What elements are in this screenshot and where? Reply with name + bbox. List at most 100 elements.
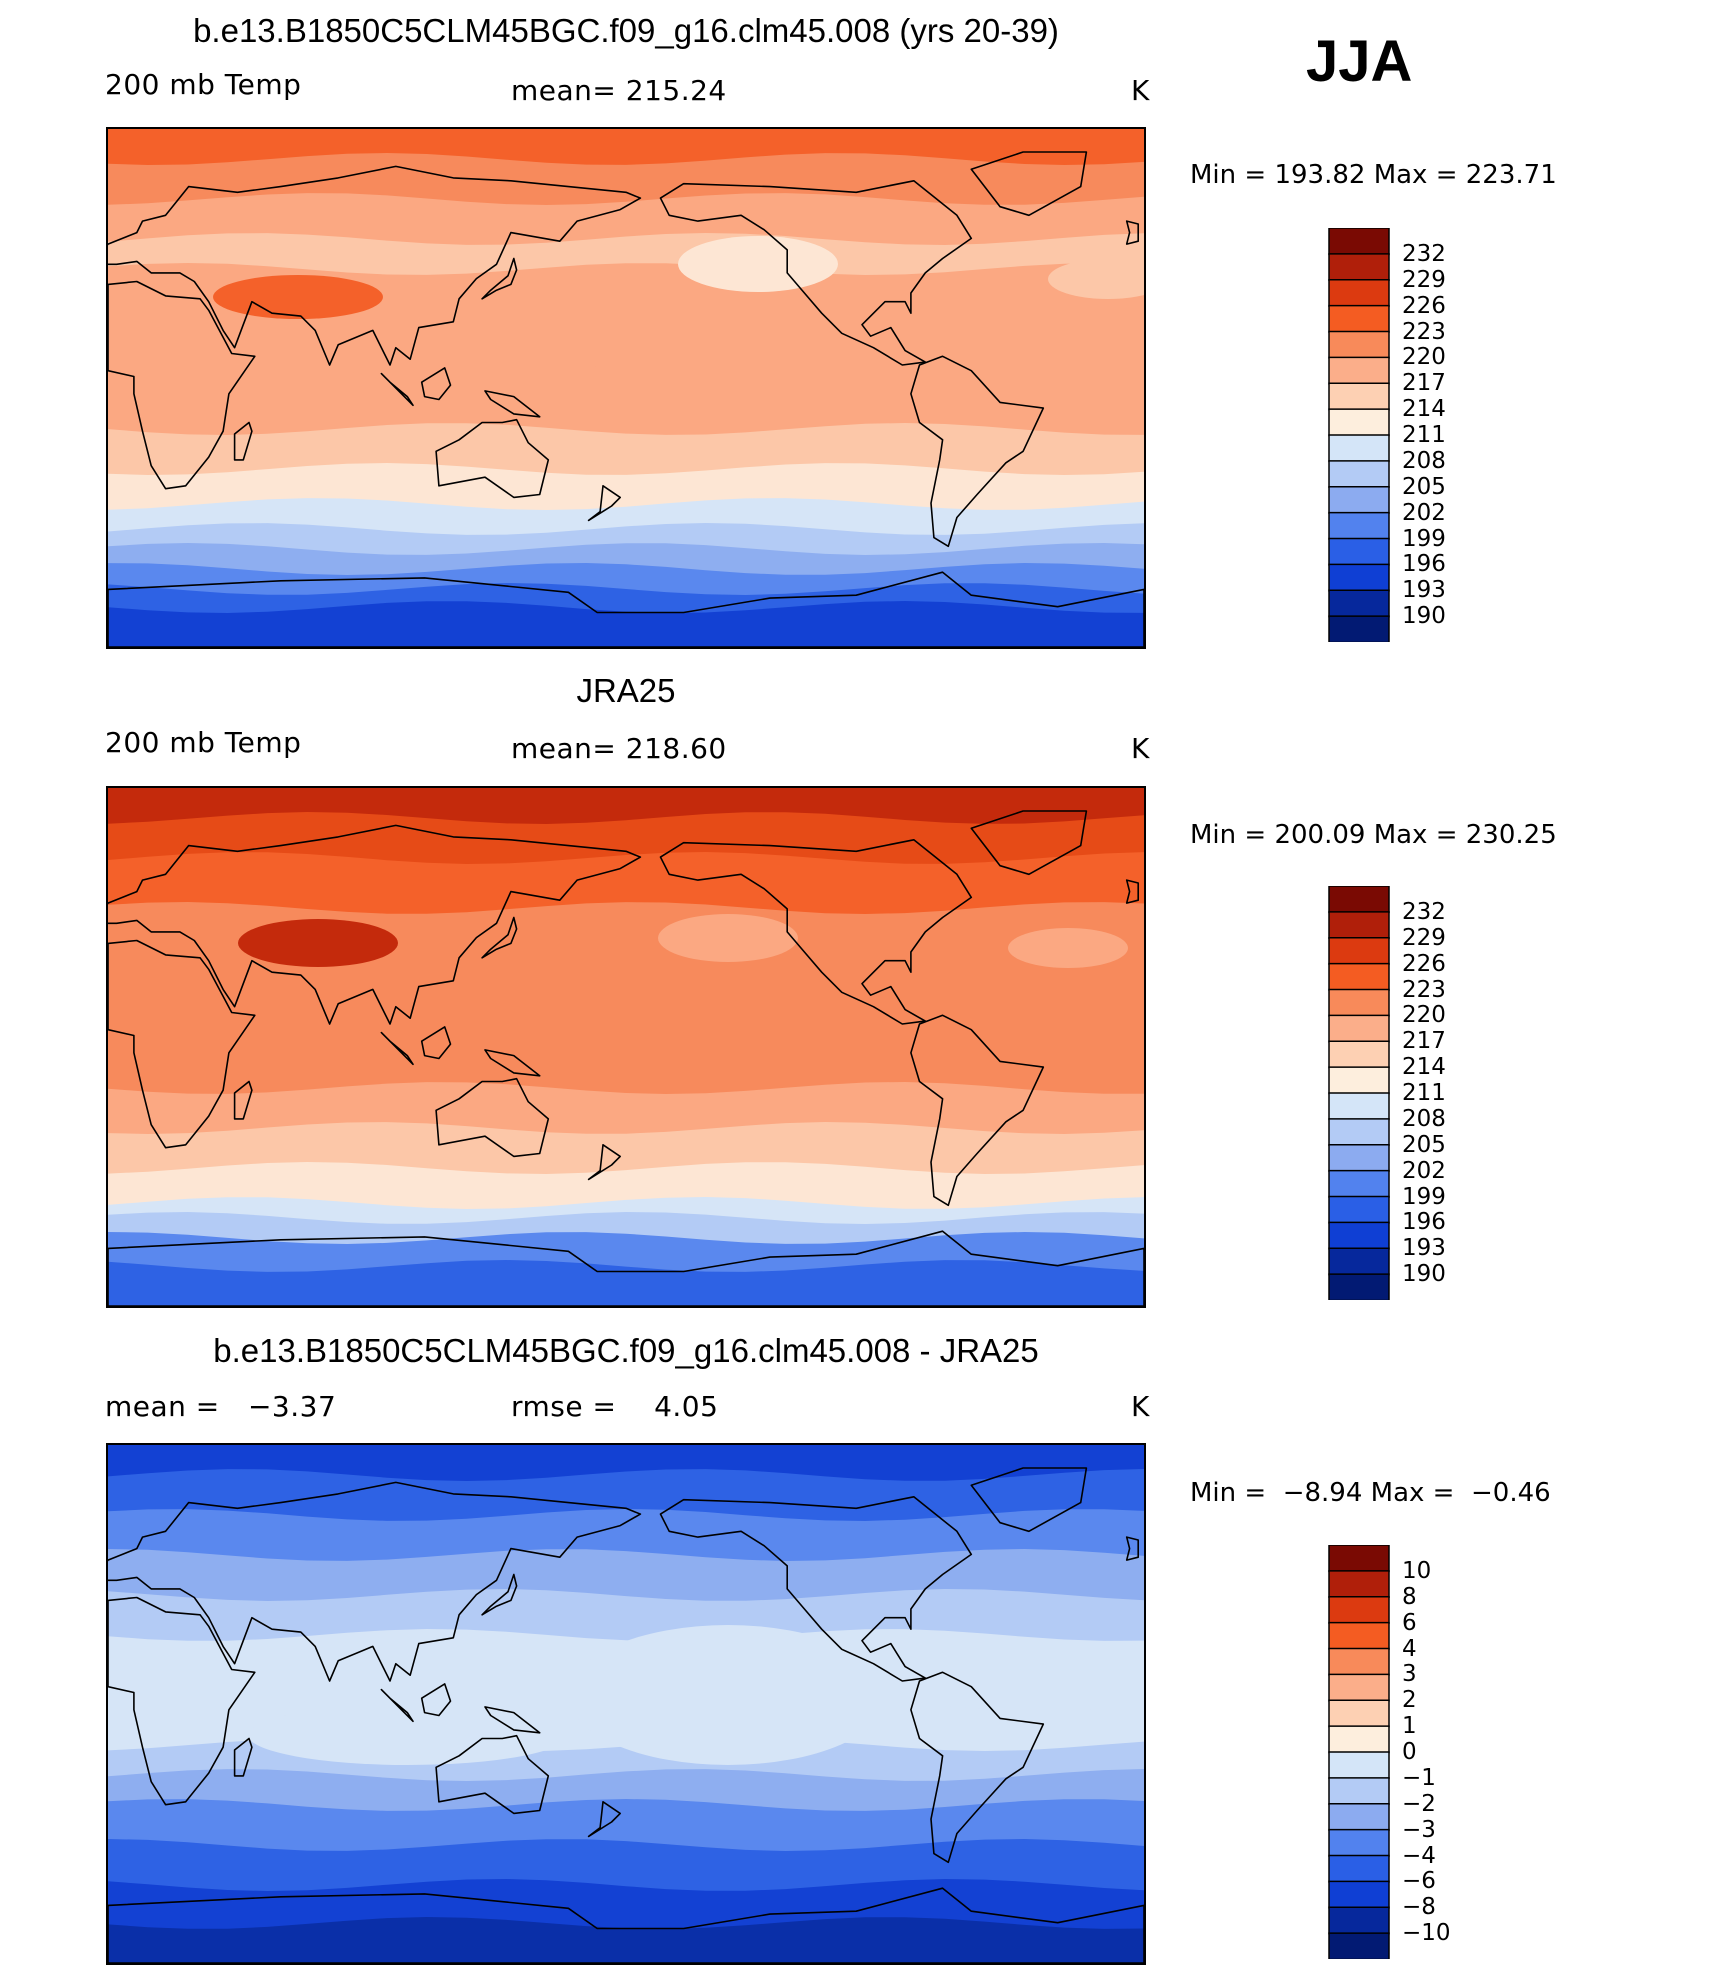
contour-band [108, 1509, 1144, 1569]
panel2-units: K [1131, 732, 1150, 765]
contour-band [108, 1469, 1144, 1529]
colorbar-tick-label: 190 [1402, 603, 1446, 630]
colorbar-tick-label: −8 [1402, 1894, 1436, 1921]
coastline [108, 939, 256, 1149]
colorbar-tick-label: 211 [1402, 422, 1446, 448]
colorbar-swatch [1328, 1880, 1390, 1909]
contour-band [108, 812, 1144, 872]
coastline [970, 810, 1088, 876]
contour-blob [658, 914, 798, 962]
colorbar-tick-label: −10 [1402, 1920, 1451, 1947]
colorbar-tick-label: 223 [1402, 318, 1446, 345]
colorbar-tick-label: 4 [1402, 1635, 1417, 1662]
panel3-contour-bands [108, 1445, 1144, 1963]
contour-blob [1048, 259, 1144, 299]
panel1-map [106, 127, 1146, 649]
panel1-units: K [1131, 74, 1150, 107]
colorbar-swatch [1328, 911, 1390, 940]
coastline [1125, 879, 1139, 904]
colorbar-swatch [1328, 1247, 1390, 1276]
colorbar-swatch [1328, 1699, 1390, 1728]
coastline [659, 839, 973, 1025]
colorbar-tick-label: 220 [1402, 344, 1446, 371]
colorbar-swatch [1328, 1673, 1390, 1702]
contour-band [108, 523, 1144, 563]
colorbar-tick-label: 208 [1402, 447, 1446, 474]
panel2-title: JRA25 [576, 672, 676, 709]
colorbar-swatch [1328, 1932, 1390, 1959]
colorbar-swatch [1328, 615, 1390, 642]
contour-band [108, 601, 1144, 647]
colorbar-swatch [1328, 937, 1390, 965]
contour-blob [678, 236, 838, 292]
season-label: JJA [1306, 29, 1413, 94]
contour-band [108, 193, 1144, 253]
contour-blob [248, 1705, 568, 1765]
colorbar-tick-label: 2 [1402, 1687, 1417, 1714]
colorbar-tick-label: −2 [1402, 1790, 1436, 1817]
colorbar-swatch [1328, 408, 1390, 437]
colorbar-swatch [1328, 1906, 1390, 1935]
contour-band [108, 852, 1144, 922]
colorbar-tick-label: 232 [1402, 898, 1446, 925]
coastline [910, 1014, 1045, 1207]
coastline [380, 1031, 414, 1066]
panel2-map [106, 786, 1146, 1308]
colorbar-tick-label: 199 [1402, 1183, 1446, 1210]
panel1-coastlines [108, 151, 1144, 647]
panel3-minmax: Min = −8.94 Max = −0.46 [1190, 1478, 1551, 1508]
colorbar-swatch [1328, 253, 1390, 282]
contour-band [108, 1022, 1144, 1102]
coastline [108, 1230, 1144, 1306]
panel3-map [106, 1443, 1146, 1965]
colorbar-tick-label: 217 [1402, 370, 1446, 397]
contour-band [108, 1917, 1144, 1963]
colorbar-tick-label: 220 [1402, 1002, 1446, 1029]
panel2-variable-label: 200 mb Temp [105, 726, 302, 759]
colorbar-swatch [1328, 1725, 1390, 1754]
coastline [484, 1706, 541, 1734]
coastline [910, 1671, 1045, 1864]
colorbar-swatch [1328, 1195, 1390, 1224]
panel2-coastlines [108, 810, 1144, 1306]
panel2-map-svg [108, 788, 1144, 1306]
colorbar-swatch [1328, 511, 1390, 540]
coastline [481, 916, 518, 959]
colorbar-swatch [1328, 1777, 1390, 1806]
colorbar-swatch [1328, 1169, 1390, 1198]
colorbar-tick-label: −3 [1402, 1816, 1436, 1843]
contour-blob [568, 1625, 888, 1765]
colorbar-swatch [1328, 228, 1390, 256]
colorbar-tick-label: 232 [1402, 240, 1446, 267]
colorbar-tick-label: 0 [1402, 1739, 1417, 1765]
colorbar-tick-label: 199 [1402, 525, 1446, 552]
colorbar-swatch [1328, 563, 1390, 592]
contour-blob [213, 275, 383, 319]
coastline [108, 280, 256, 490]
panel3-colorbar [1328, 1545, 1390, 1959]
coastline [108, 1596, 256, 1806]
coastline [481, 257, 518, 300]
colorbar-swatch [1328, 1647, 1390, 1676]
coastline [659, 180, 973, 366]
contour-band [108, 1799, 1144, 1859]
coastline [108, 1481, 642, 1682]
colorbar-tick-label: 8 [1402, 1583, 1417, 1610]
colorbar-tick-label: 208 [1402, 1105, 1446, 1132]
panel2-colorbar-svg [1328, 886, 1390, 1300]
colorbar-tick-label: 217 [1402, 1028, 1446, 1055]
coastline [484, 1049, 541, 1077]
coastline [435, 1734, 550, 1815]
colorbar-swatch [1328, 537, 1390, 566]
contour-band [108, 233, 1144, 283]
contour-blob [1008, 928, 1128, 968]
colorbar-tick-label: 190 [1402, 1261, 1446, 1288]
colorbar-tick-label: 229 [1402, 924, 1446, 951]
colorbar-tick-label: 196 [1402, 551, 1446, 578]
colorbar-tick-label: 205 [1402, 1131, 1446, 1158]
coastline [910, 355, 1045, 548]
coastline [420, 367, 452, 401]
colorbar-swatch [1328, 886, 1390, 914]
panel2-colorbar [1328, 886, 1390, 1300]
colorbar-tick-label: 202 [1402, 499, 1446, 526]
